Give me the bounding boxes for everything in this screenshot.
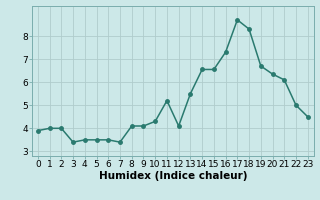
X-axis label: Humidex (Indice chaleur): Humidex (Indice chaleur) — [99, 171, 247, 181]
